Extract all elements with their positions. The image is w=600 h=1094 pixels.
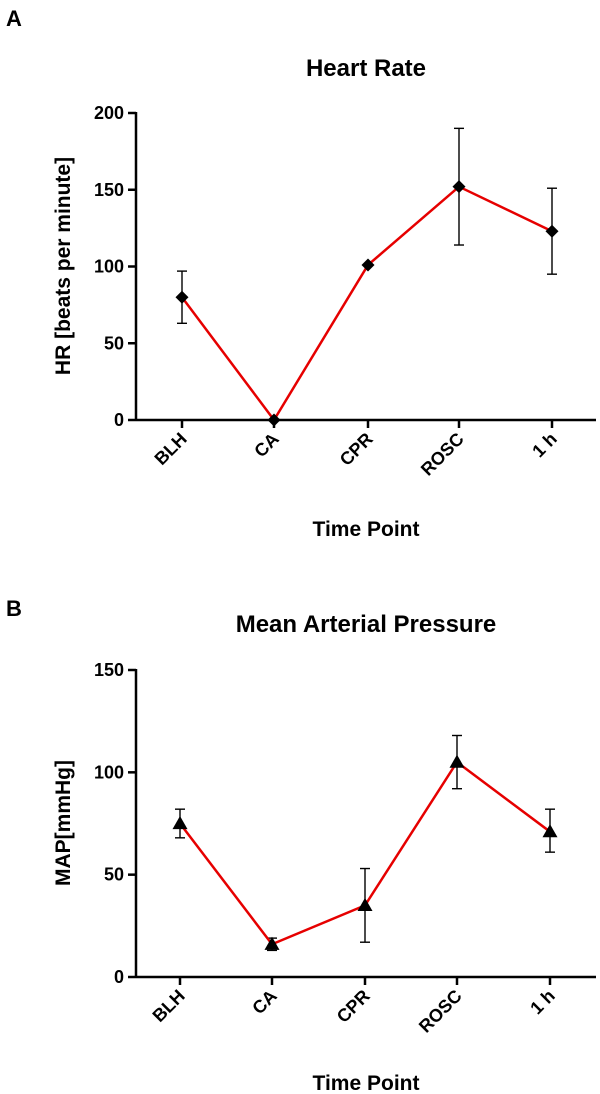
x-tick-label: 1 h (526, 986, 559, 1019)
y-tick-label: 50 (104, 333, 124, 353)
y-tick-label: 100 (94, 762, 124, 782)
y-tick-label: 100 (94, 257, 124, 277)
data-point-triangle (172, 816, 188, 830)
x-tick-label: BLH (151, 429, 191, 469)
x-tick-label: CPR (333, 986, 374, 1027)
data-point-triangle (264, 936, 280, 950)
data-point-diamond (175, 290, 189, 304)
y-tick-label: 150 (94, 180, 124, 200)
y-tick-label: 200 (94, 103, 124, 123)
x-tick-label: ROSC (415, 986, 466, 1037)
x-tick-label: CA (250, 429, 283, 462)
y-axis-label-a: HR [beats per minute] (52, 157, 75, 375)
chart-title-b: Mean Arterial Pressure (236, 611, 497, 638)
panel-label-a: A (6, 6, 22, 31)
plot-area-b: 0 50 100 150 BLH CA CPR ROSC 1 h (94, 660, 596, 1037)
y-tick-label: 0 (114, 967, 124, 987)
panel-b-mean-arterial-pressure: B Mean Arterial Pressure MAP[mmHg] Time … (6, 596, 596, 1094)
x-axis-label-a: Time Point (313, 518, 420, 541)
y-tick-label: 150 (94, 660, 124, 680)
x-tick-label: ROSC (417, 429, 468, 480)
data-point-triangle (357, 897, 373, 911)
data-point-diamond (545, 224, 559, 238)
x-axis-label-b: Time Point (313, 1072, 420, 1094)
data-point-diamond (267, 413, 281, 427)
series-line (180, 185, 553, 423)
x-tick-label: CPR (336, 429, 377, 470)
data-point-diamond (361, 258, 375, 272)
x-tick-label: CA (248, 986, 281, 1019)
data-point-triangle (449, 754, 465, 768)
y-tick-label: 0 (114, 410, 124, 430)
panel-label-b: B (6, 596, 22, 621)
y-axis-label-b: MAP[mmHg] (52, 760, 75, 886)
plot-area-a: 0 50 100 150 200 BLH CA CPR ROSC 1 h (94, 103, 596, 480)
data-point-diamond (452, 180, 466, 194)
x-tick-label: BLH (149, 986, 189, 1026)
data-point-triangle (542, 824, 558, 838)
panel-a-heart-rate: A Heart Rate HR [beats per minute] Time … (6, 6, 596, 541)
x-tick-label: 1 h (528, 429, 561, 462)
y-tick-label: 50 (104, 865, 124, 885)
chart-title-a: Heart Rate (306, 55, 426, 82)
